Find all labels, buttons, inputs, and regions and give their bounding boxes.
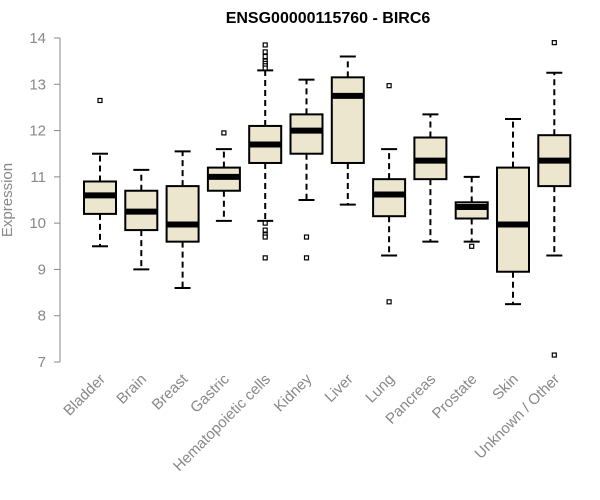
box-lung — [372, 83, 407, 305]
x-tick-label: Skin — [489, 371, 522, 404]
box-rect — [372, 178, 407, 218]
y-axis-label: Expression — [0, 163, 16, 237]
y-tick-label: 13 — [29, 76, 46, 93]
outlier-point — [262, 42, 268, 48]
outlier-point — [303, 234, 310, 240]
x-tick-label: Bladder — [60, 371, 109, 420]
box-kidney — [289, 78, 324, 261]
outlier-point — [303, 255, 310, 261]
outlier-point — [262, 220, 268, 226]
outlier-point — [262, 53, 268, 60]
x-tick-label: Breast — [149, 370, 192, 413]
chart-title: ENSG00000115760 - BIRC6 — [226, 10, 431, 27]
box-hematopoietic-cells — [248, 42, 283, 261]
outlier-point — [386, 83, 392, 89]
x-tick-label: Liver — [322, 371, 357, 406]
y-tick-label: 9 — [38, 261, 46, 278]
y-tick-label: 12 — [29, 123, 46, 140]
box-group — [83, 40, 572, 358]
box-pancreas — [413, 113, 448, 243]
box-rect — [330, 76, 365, 164]
outlier-point — [469, 243, 475, 249]
box-rect — [496, 166, 530, 273]
outlier-point — [262, 49, 268, 55]
outlier-point — [386, 299, 392, 305]
box-skin — [496, 118, 530, 306]
box-rect — [165, 185, 200, 243]
box-prostate — [454, 175, 489, 249]
outlier-point — [262, 227, 268, 233]
outlier-point — [262, 234, 268, 240]
y-axis: 7 8 9 10 11 12 13 14 — [29, 30, 61, 371]
y-tick-label: 10 — [29, 215, 46, 232]
y-tick-label: 11 — [30, 169, 46, 186]
box-liver — [330, 55, 365, 206]
y-tick-label: 7 — [38, 354, 46, 371]
box-breast — [165, 150, 200, 289]
outlier-point — [97, 97, 103, 104]
y-tick-label: 8 — [38, 308, 46, 325]
outlier-point — [551, 40, 557, 46]
box-unknown-other — [537, 40, 572, 358]
y-tick-label: 14 — [29, 30, 46, 47]
x-tick-label: Brain — [113, 371, 150, 408]
x-tick-label: Prostate — [429, 371, 481, 423]
x-tick-label: Lung — [362, 371, 398, 407]
box-rect — [289, 113, 324, 155]
box-brain — [124, 168, 159, 271]
outlier-point — [262, 65, 268, 71]
box-bladder — [83, 97, 117, 248]
x-tick-label: Kidney — [271, 370, 316, 415]
outlier-point — [551, 352, 557, 358]
box-gastric — [206, 130, 241, 222]
outlier-point — [262, 255, 268, 261]
outlier-point — [221, 130, 227, 136]
